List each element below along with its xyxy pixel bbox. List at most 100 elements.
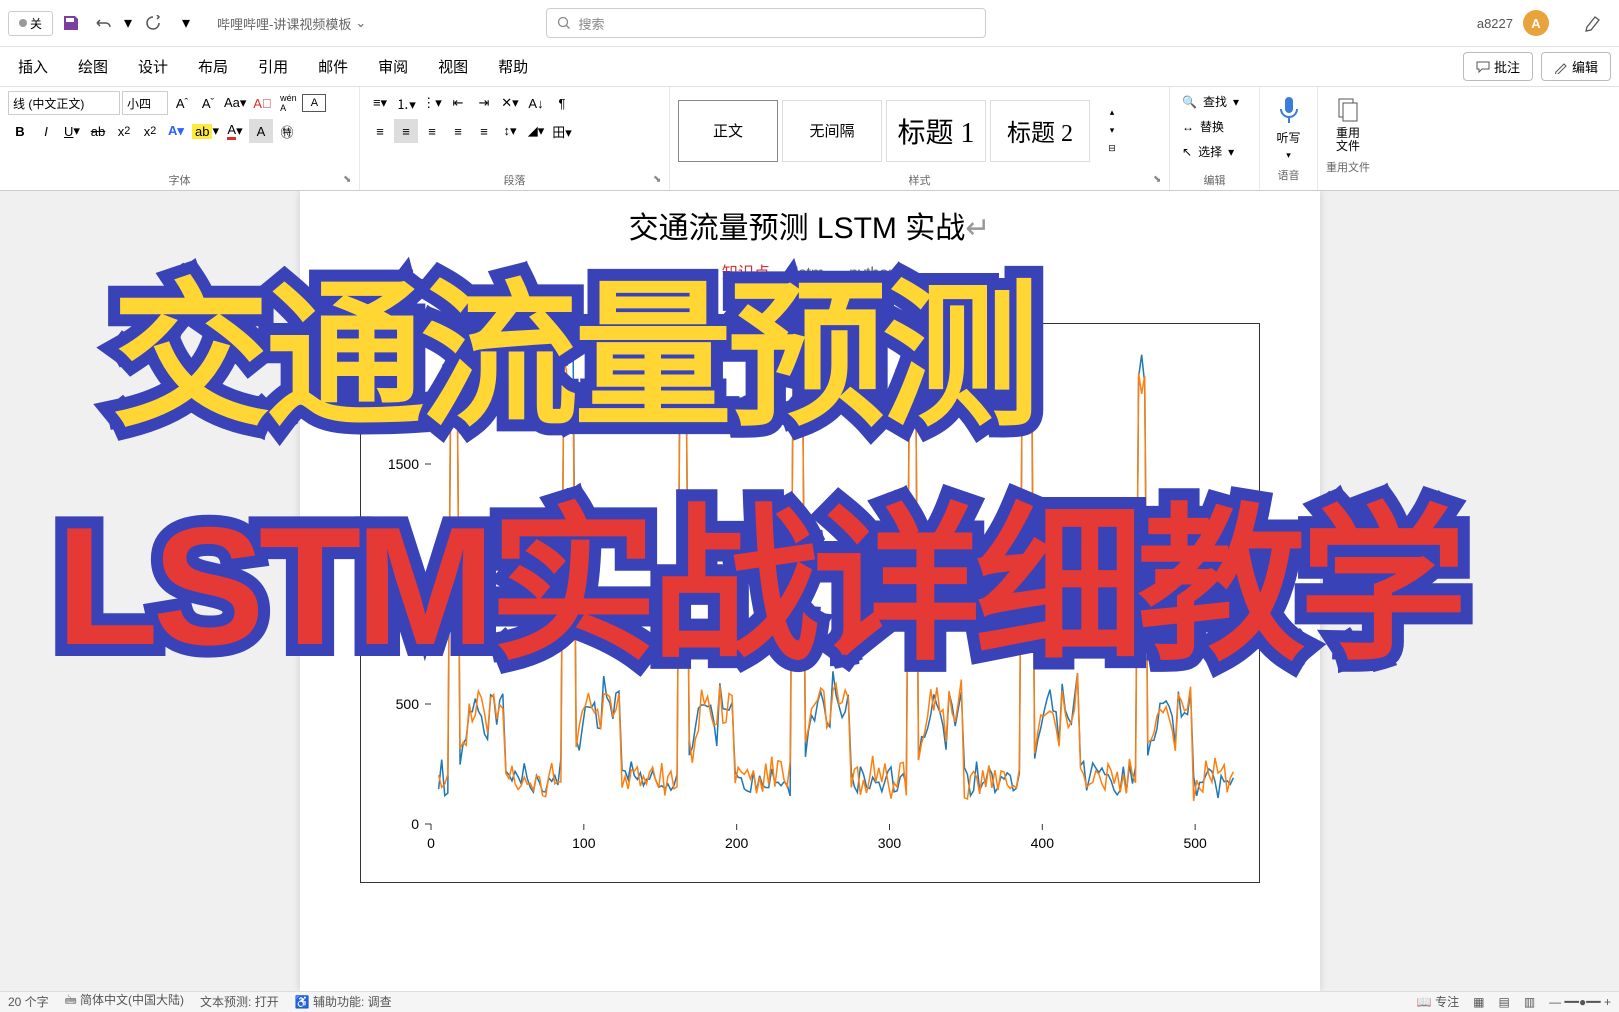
document-name[interactable]: 哔哩哔哩-讲课视频模板 ⌄ [217, 14, 366, 33]
comments-button[interactable]: 批注 [1463, 52, 1533, 81]
character-shading-button[interactable]: A [249, 119, 273, 143]
svg-text:100: 100 [572, 835, 596, 851]
clear-formatting-button[interactable]: A⃠ [250, 91, 274, 115]
increase-indent-button[interactable]: ⇥ [472, 91, 496, 115]
save-button[interactable] [57, 9, 85, 37]
bullets-button[interactable]: ≡▾ [368, 91, 392, 115]
view-read[interactable]: ▦ [1473, 995, 1484, 1009]
decrease-indent-button[interactable]: ⇤ [446, 91, 470, 115]
tab-view[interactable]: 视图 [424, 48, 482, 85]
strikethrough-button[interactable]: ab [86, 119, 110, 143]
styles-scroll-down[interactable]: ▾ [1100, 122, 1124, 140]
superscript-button[interactable]: x2 [138, 119, 162, 143]
character-border-button[interactable]: A [302, 94, 326, 112]
font-size-combo[interactable] [122, 91, 168, 115]
change-case-button[interactable]: Aa▾ [222, 91, 248, 115]
enclose-characters-button[interactable]: ㊕ [275, 119, 299, 143]
tab-review[interactable]: 审阅 [364, 48, 422, 85]
language-status[interactable]: 🖮 简体中文(中国大陆) [65, 991, 184, 1012]
text-effects-button[interactable]: A▾ [164, 119, 188, 143]
status-bar: 20 个字 🖮 简体中文(中国大陆) 文本预测: 打开 ♿ 辅助功能: 调查 📖… [0, 991, 1619, 1011]
tab-mailings[interactable]: 邮件 [304, 48, 362, 85]
svg-text:0: 0 [427, 835, 435, 851]
autosave-toggle[interactable]: 关 [8, 11, 53, 36]
search-icon: 🔍 [1182, 95, 1197, 109]
view-web[interactable]: ▥ [1524, 995, 1535, 1009]
reuse-icon [1335, 95, 1361, 123]
view-print[interactable]: ▤ [1498, 995, 1509, 1009]
dictate-button[interactable]: 听写 ▾ [1268, 91, 1309, 165]
numbering-button[interactable]: ⒈▾ [394, 91, 418, 115]
line-spacing-button[interactable]: ↕▾ [498, 119, 522, 143]
phonetic-guide-button[interactable]: wénA [276, 91, 300, 115]
styles-group: 正文 无间隔 标题 1 标题 2 ▴ ▾ ⊟ 样式 ⬊ [670, 87, 1170, 190]
shrink-font-button[interactable]: Aˇ [196, 91, 220, 115]
justify-button[interactable]: ≡ [446, 119, 470, 143]
subscript-button[interactable]: x2 [112, 119, 136, 143]
title-bar: 关 ▾ ▾ 哔哩哔哩-讲课视频模板 ⌄ 搜索 a8227 A [0, 0, 1619, 47]
styles-expand[interactable]: ⊟ [1100, 140, 1124, 158]
font-group-label: 字体 [8, 170, 351, 188]
grow-font-button[interactable]: Aˆ [170, 91, 194, 115]
svg-text:200: 200 [724, 835, 748, 851]
tab-insert[interactable]: 插入 [4, 48, 62, 85]
search-input[interactable]: 搜索 [546, 8, 986, 38]
ribbon-tabs: 插入 绘图 设计 布局 引用 邮件 审阅 视图 帮助 批注 编辑 [0, 47, 1619, 87]
style-nospacing[interactable]: 无间隔 [782, 100, 882, 162]
comment-icon [1476, 60, 1490, 74]
underline-button[interactable]: U▾ [60, 119, 84, 143]
borders-button[interactable]: 田▾ [550, 119, 574, 143]
show-marks-button[interactable]: ¶ [550, 91, 574, 115]
svg-text:500: 500 [395, 696, 419, 712]
select-button[interactable]: ↖选择▾ [1178, 141, 1251, 162]
style-heading2[interactable]: 标题 2 [990, 100, 1090, 162]
font-color-button[interactable]: A▾ [223, 119, 247, 143]
voice-group: 听写 ▾ 语音 [1260, 87, 1318, 190]
accessibility-status[interactable]: ♿ 辅助功能: 调查 [295, 993, 392, 1010]
qat-customize[interactable]: ▾ [179, 9, 193, 37]
clear-format-icon[interactable] [1579, 9, 1607, 37]
replace-button[interactable]: ↔替换 [1178, 116, 1251, 137]
zoom-slider[interactable]: — ━━●━━ + [1549, 995, 1611, 1009]
style-normal[interactable]: 正文 [678, 100, 778, 162]
user-area: a8227 A [1477, 9, 1607, 37]
editing-mode-button[interactable]: 编辑 [1541, 52, 1611, 81]
italic-button[interactable]: I [34, 119, 58, 143]
redo-button[interactable] [139, 9, 167, 37]
font-name-combo[interactable] [8, 91, 120, 115]
focus-mode[interactable]: 📖 专注 [1417, 993, 1459, 1010]
styles-dialog-launcher[interactable]: ⬊ [1153, 174, 1167, 188]
undo-button[interactable] [89, 9, 117, 37]
quick-access-toolbar: 关 ▾ ▾ [8, 9, 193, 37]
shading-button[interactable]: ◢▾ [524, 119, 548, 143]
reuse-files-button[interactable]: 重用 文件 [1326, 91, 1370, 157]
avatar[interactable]: A [1523, 10, 1549, 36]
paragraph-group: ≡▾ ⒈▾ ⋮▾ ⇤ ⇥ ✕▾ A↓ ¶ ≡ ≡ ≡ ≡ ≡ ↕▾ ◢▾ 田▾ … [360, 87, 670, 190]
replace-icon: ↔ [1182, 120, 1194, 134]
voice-group-label: 语音 [1268, 165, 1309, 183]
find-button[interactable]: 🔍查找▾ [1178, 91, 1251, 112]
style-heading1[interactable]: 标题 1 [886, 100, 986, 162]
undo-dropdown[interactable]: ▾ [121, 9, 135, 37]
word-count[interactable]: 20 个字 [8, 993, 49, 1010]
styles-scroll-up[interactable]: ▴ [1100, 104, 1124, 122]
text-prediction-status[interactable]: 文本预测: 打开 [200, 993, 279, 1010]
overlay-title-1: 交通流量预测 [112, 228, 1036, 457]
tab-references[interactable]: 引用 [244, 48, 302, 85]
tab-draw[interactable]: 绘图 [64, 48, 122, 85]
align-right-button[interactable]: ≡ [420, 119, 444, 143]
bold-button[interactable]: B [8, 119, 32, 143]
tab-layout[interactable]: 布局 [184, 48, 242, 85]
sort-button[interactable]: A↓ [524, 91, 548, 115]
tab-help[interactable]: 帮助 [484, 48, 542, 85]
paragraph-dialog-launcher[interactable]: ⬊ [653, 174, 667, 188]
font-dialog-launcher[interactable]: ⬊ [343, 174, 357, 188]
reuse-group-label: 重用文件 [1326, 157, 1370, 175]
multilevel-list-button[interactable]: ⋮▾ [420, 91, 444, 115]
align-center-button[interactable]: ≡ [394, 119, 418, 143]
asian-layout-button[interactable]: ✕▾ [498, 91, 522, 115]
align-left-button[interactable]: ≡ [368, 119, 392, 143]
highlight-button[interactable]: ab▾ [190, 119, 221, 143]
tab-design[interactable]: 设计 [124, 48, 182, 85]
distributed-button[interactable]: ≡ [472, 119, 496, 143]
